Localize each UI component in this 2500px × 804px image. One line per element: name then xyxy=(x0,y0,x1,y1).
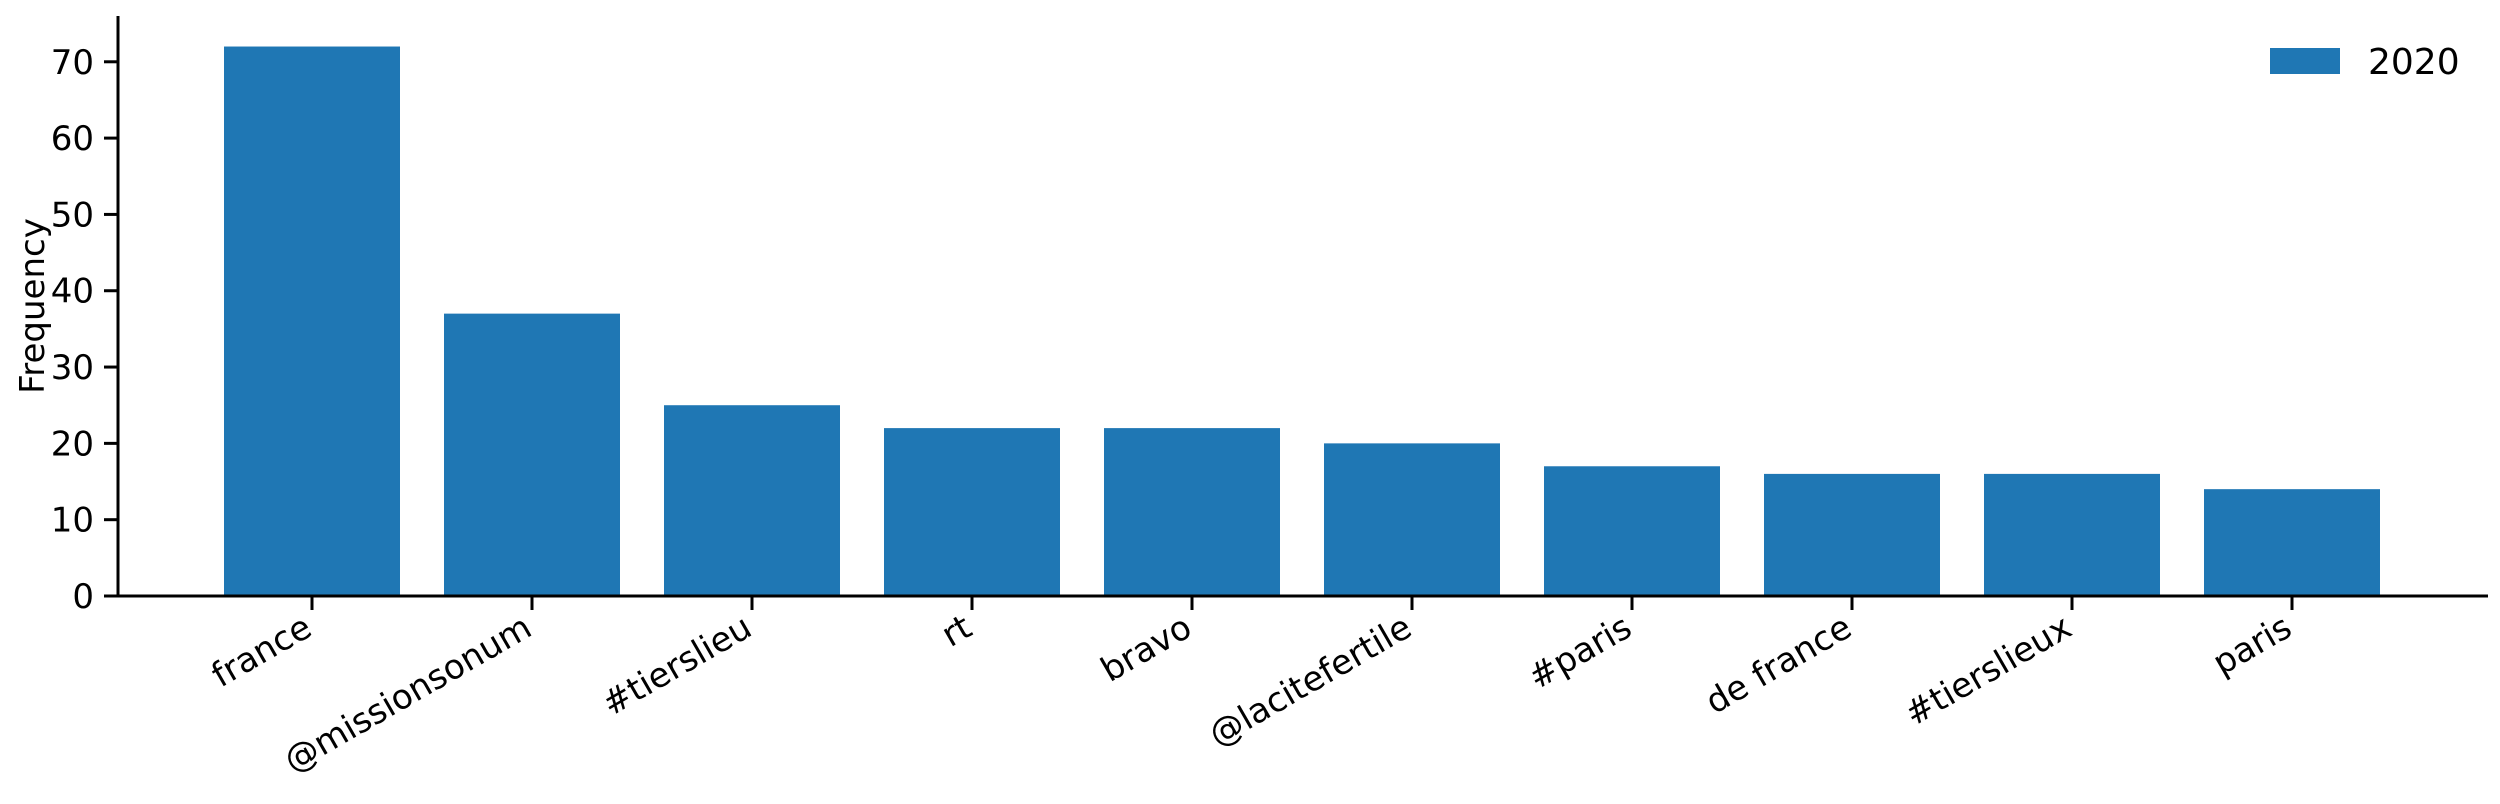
y-tick-label-60: 60 xyxy=(51,119,94,159)
bar-6 xyxy=(1324,443,1500,596)
x-tick-label-7: #paris xyxy=(1521,607,1638,698)
y-tick-label-30: 30 xyxy=(51,348,94,388)
bar-5 xyxy=(1104,428,1280,596)
bar-10 xyxy=(2204,489,2380,596)
legend-label: 2020 xyxy=(2368,42,2460,83)
bar-3 xyxy=(664,405,840,596)
x-tick-label-10: paris xyxy=(2206,607,2298,683)
bars xyxy=(224,46,2380,597)
y-axis-label: Frequency xyxy=(13,218,53,394)
y-tick-label-50: 50 xyxy=(51,195,94,235)
y-tick-label-70: 70 xyxy=(51,43,94,83)
x-tick-label-5: bravo xyxy=(1094,607,1198,690)
x-tick-label-1: france xyxy=(205,607,318,696)
y-tick-label-20: 20 xyxy=(51,424,94,464)
y-tick-label-10: 10 xyxy=(51,501,94,541)
legend: 2020 xyxy=(2270,42,2460,83)
bar-1 xyxy=(224,46,400,597)
y-tick-label-0: 0 xyxy=(72,577,94,617)
x-tick-label-9: #tierslieux xyxy=(1898,607,2079,734)
bar-2 xyxy=(444,313,620,596)
x-tick-label-2: @missionsonum xyxy=(277,607,538,781)
bar-9 xyxy=(1984,473,2160,596)
x-tick-label-8: de france xyxy=(1699,607,1859,722)
x-axis: france@missionsonum #tierslieu rt bravo @lac… xyxy=(116,594,2488,781)
x-tick-label-6: @lacitefertile xyxy=(1202,607,1418,755)
x-tick-label-4: rt xyxy=(935,607,979,655)
bar-4 xyxy=(884,428,1060,596)
y-tick-label-40: 40 xyxy=(51,272,94,312)
legend-swatch xyxy=(2270,48,2340,74)
x-tick-label-3: #tierslieu xyxy=(595,607,758,724)
y-axis: 0 10 20 30 40 50 60 70 xyxy=(51,16,120,617)
bar-7 xyxy=(1544,466,1720,596)
bar-8 xyxy=(1764,473,1940,596)
